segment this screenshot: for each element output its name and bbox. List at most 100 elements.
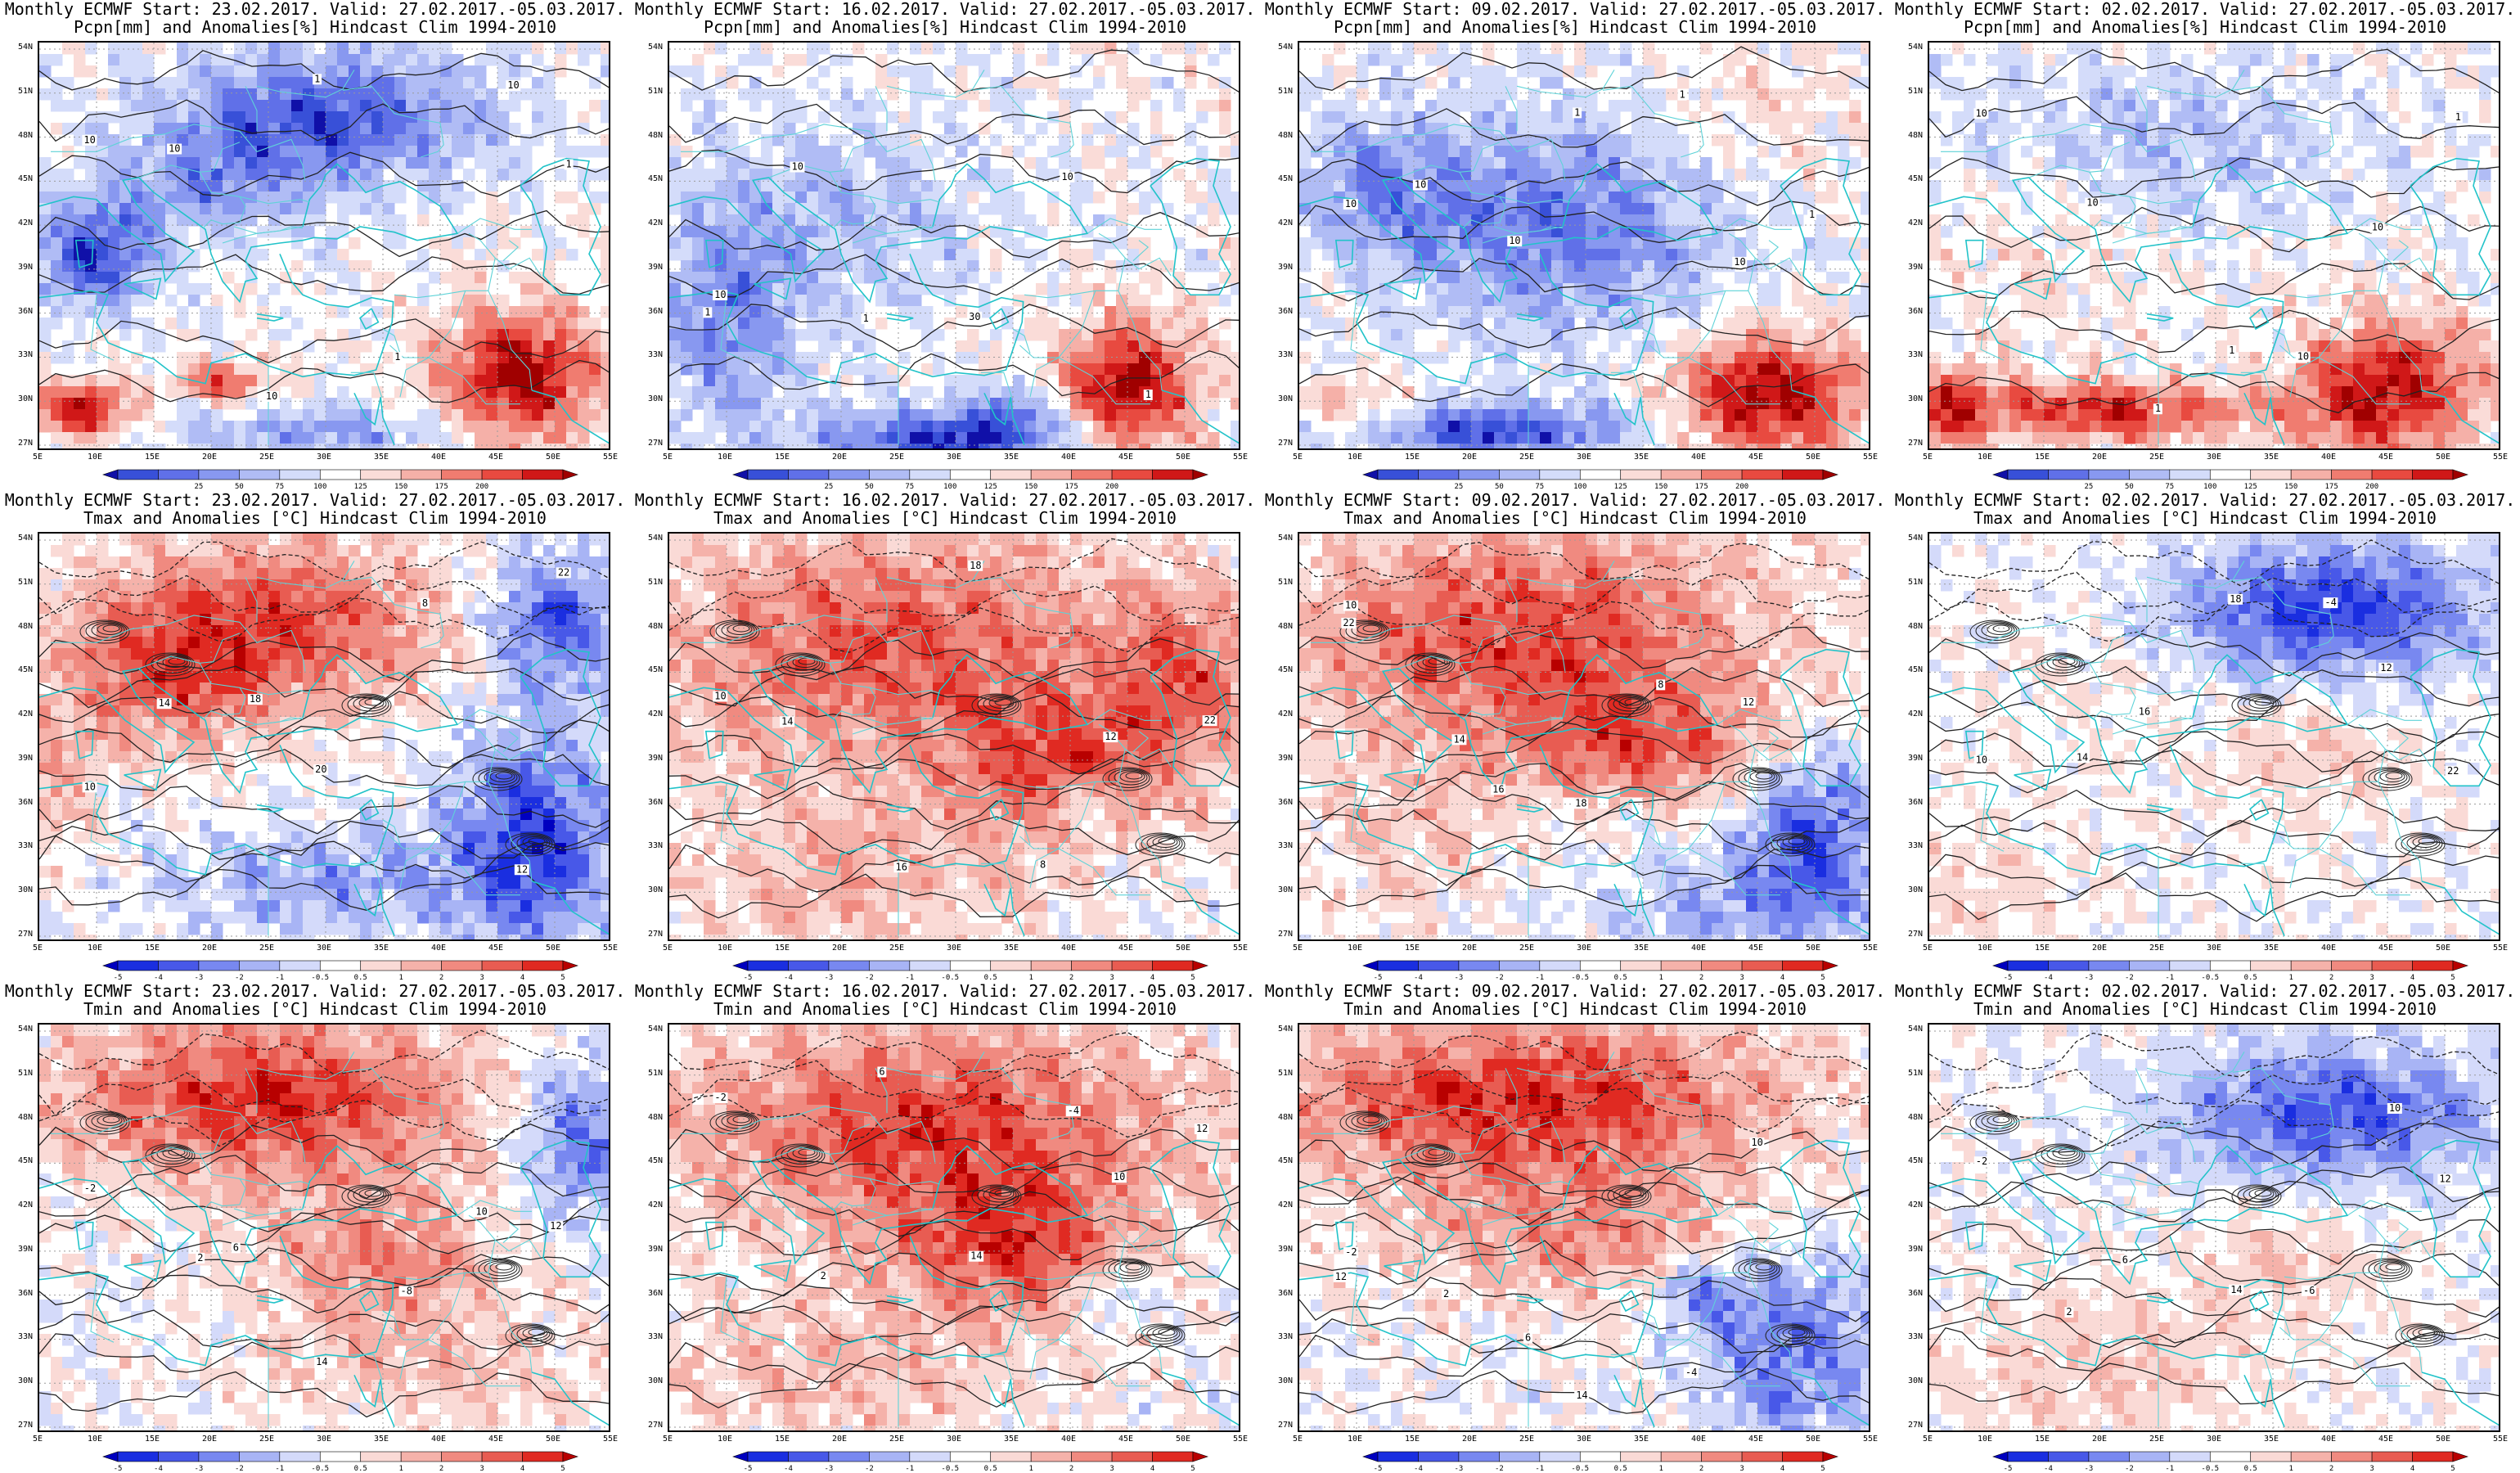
lat-tick-label: 39N	[1277, 262, 1293, 272]
colorbar-tick-label: -5	[743, 1465, 753, 1473]
colorbar-segment	[1071, 1451, 1113, 1462]
contour-label: 1	[1680, 89, 1685, 101]
colorbar-segment	[198, 469, 240, 480]
colorbar-segment	[990, 469, 1032, 480]
colorbar-high-arrow	[1822, 960, 1838, 971]
lat-tick-label: 54N	[1907, 1025, 1923, 1034]
contour-label-bg	[1451, 734, 1467, 746]
contour-label-bg	[2064, 1307, 2074, 1318]
colorbar-segment	[1377, 1451, 1419, 1462]
colorbar-segment	[909, 1451, 951, 1462]
colorbar-tick-label: -4	[154, 974, 163, 982]
contour-label: 8	[1658, 678, 1663, 690]
colorbar-segment	[117, 960, 159, 971]
colorbar-segment	[198, 1451, 240, 1462]
map-panel-pcpn-4: Monthly ECMWF Start: 02.02.2017. Valid: …	[1890, 0, 2520, 491]
colorbar-segment	[869, 960, 911, 971]
lon-tick-label: 50E	[1175, 1435, 1191, 1444]
colorbar-segment	[2169, 960, 2211, 971]
panel-title-line1: Monthly ECMWF Start: 16.02.2017. Valid: …	[634, 0, 1256, 19]
colorbar-segment	[949, 469, 992, 480]
contour-label: 22	[2447, 765, 2459, 777]
panel-title-line2: Tmin and Anomalies [°C] Hindcast Clim 19…	[1343, 999, 1807, 1019]
colorbar-tick-label: 3	[479, 1465, 484, 1473]
lon-tick-label: 45E	[1748, 1435, 1764, 1444]
anomaly-map: 10 14 16 18 8 12 22	[668, 532, 1240, 941]
colorbar-tick-label: 150	[394, 483, 408, 491]
country-borders	[1311, 561, 1802, 936]
lon-tick-label: 5E	[32, 453, 43, 462]
colorbar-tick-label: -5	[113, 1465, 123, 1473]
colorbar-segment	[2209, 960, 2252, 971]
lon-tick-label: 10E	[1347, 1435, 1363, 1444]
map-panel-tmin-3: Monthly ECMWF Start: 09.02.2017. Valid: …	[1260, 982, 1890, 1473]
contour-label: 10	[2086, 197, 2098, 209]
lat-tick-label: 39N	[647, 753, 663, 763]
panel-title-line2: Pcpn[mm] and Anomalies[%] Hindcast Clim …	[1963, 17, 2446, 37]
lon-tick-label: 35E	[2263, 453, 2279, 462]
contour-label-bg	[1202, 715, 1217, 727]
contour-label-bg	[1143, 390, 1153, 401]
anomaly-map: 10 10 1 1 10 10 1	[1928, 41, 2500, 450]
lon-tick-label: 15E	[1404, 453, 1420, 462]
colorbar: -5 -4 -3 -2 -1 -0.5 0.5 1 2 3 4 5	[1362, 1451, 1838, 1473]
panel-title-line1: Monthly ECMWF Start: 09.02.2017. Valid: …	[1264, 0, 1886, 19]
colorbar-segment	[1030, 469, 1072, 480]
contour-label-bg	[314, 1357, 330, 1368]
colorbar-tick-label: 4	[2410, 1465, 2415, 1473]
lat-tick-label: 36N	[17, 797, 33, 807]
colorbar-segment	[1377, 469, 1419, 480]
lon-tick-label: 5E	[1922, 1435, 1933, 1444]
panel-title-line1: Monthly ECMWF Start: 09.02.2017. Valid: …	[1264, 981, 1886, 1001]
colorbar-segment	[400, 469, 442, 480]
colorbar-tick-label: -0.5	[941, 1465, 960, 1473]
anomaly-map: 10 14 16 18 -4 12 22	[1928, 532, 2500, 941]
colorbar-segment	[2048, 1451, 2090, 1462]
colorbar-segment	[788, 960, 830, 971]
contour-label-bg	[1343, 199, 1358, 210]
lon-tick-label: 55E	[1232, 453, 1249, 462]
lat-tick-label: 30N	[1277, 394, 1293, 404]
contour-label: 1	[2155, 403, 2161, 414]
contour-label-bg	[2302, 1285, 2317, 1296]
contour-label: 12	[2380, 662, 2392, 673]
lat-tick-label: 45N	[17, 665, 33, 675]
colorbar-tick-label: 0.5	[2243, 1465, 2257, 1473]
contour-label-bg	[313, 764, 329, 776]
contour-label-bg	[967, 311, 983, 322]
contour-label: 10	[475, 1205, 487, 1217]
lon-tick-label: 35E	[1633, 453, 1649, 462]
colorbar-segment	[747, 1451, 789, 1462]
colorbar-tick-label: 75	[1535, 483, 1545, 491]
lon-tick-label: 40E	[1690, 944, 1707, 953]
colorbar-segment	[522, 469, 564, 480]
contour-label-bg	[713, 290, 728, 301]
colorbar-segment	[2412, 1451, 2454, 1462]
coastlines	[39, 648, 609, 937]
lon-tick-label: 30E	[2206, 1435, 2222, 1444]
colorbar-segment	[909, 960, 951, 971]
anomaly-fill	[39, 43, 609, 448]
lat-tick-label: 39N	[1907, 1244, 1923, 1254]
lon-tick-label: 25E	[1519, 453, 1535, 462]
contour-label-bg	[893, 862, 909, 873]
colorbar-segment	[2169, 1451, 2211, 1462]
lat-tick-label: 54N	[647, 534, 663, 543]
colorbar-tick-label: -3	[824, 1465, 834, 1473]
colorbar-low-arrow	[102, 469, 119, 480]
lon-tick-label: 40E	[2320, 944, 2337, 953]
colorbar-segment	[1701, 469, 1743, 480]
lon-tick-label: 35E	[373, 453, 389, 462]
contour-label-bg	[2085, 197, 2100, 209]
colorbar-segment	[828, 960, 870, 971]
lat-tick-label: 48N	[1907, 130, 1923, 140]
contour-label-bg	[2323, 597, 2338, 609]
lat-tick-label: 33N	[17, 350, 33, 360]
colorbar: 25 50 75 100 125 150 175 200	[1992, 469, 2468, 491]
colorbar-segment	[1539, 960, 1581, 971]
lat-tick-label: 42N	[17, 709, 33, 719]
lon-tick-label: 40E	[1060, 1435, 1077, 1444]
lon-tick-label: 50E	[1175, 453, 1191, 462]
contour-label: 30	[969, 311, 980, 322]
contour-label-bg	[2228, 593, 2243, 605]
